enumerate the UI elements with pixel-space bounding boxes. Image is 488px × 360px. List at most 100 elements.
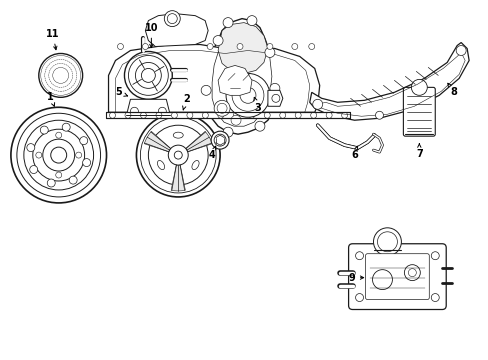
Polygon shape — [145, 14, 208, 46]
Circle shape — [372, 270, 392, 289]
FancyBboxPatch shape — [365, 254, 428, 300]
Polygon shape — [309, 42, 468, 120]
Circle shape — [341, 112, 347, 118]
Text: 5: 5 — [115, 87, 127, 97]
Polygon shape — [185, 131, 212, 152]
Circle shape — [213, 36, 223, 45]
Circle shape — [291, 44, 297, 50]
Text: 4: 4 — [208, 146, 216, 160]
Ellipse shape — [173, 132, 183, 138]
Circle shape — [264, 112, 270, 118]
Circle shape — [51, 147, 66, 163]
Circle shape — [232, 80, 264, 111]
Circle shape — [377, 232, 397, 252]
Text: 8: 8 — [447, 83, 457, 97]
Circle shape — [36, 152, 41, 158]
Circle shape — [269, 84, 279, 93]
Text: 6: 6 — [350, 146, 357, 160]
Circle shape — [128, 55, 168, 95]
Ellipse shape — [157, 161, 164, 170]
Text: 10: 10 — [144, 23, 158, 48]
Circle shape — [45, 59, 77, 91]
Circle shape — [214, 134, 225, 146]
Circle shape — [136, 113, 220, 197]
Text: 7: 7 — [415, 143, 422, 159]
Circle shape — [264, 48, 274, 58]
Circle shape — [373, 228, 401, 256]
Circle shape — [410, 80, 427, 95]
Circle shape — [47, 62, 75, 89]
Circle shape — [158, 107, 166, 115]
Circle shape — [109, 112, 115, 118]
Circle shape — [237, 44, 243, 50]
Circle shape — [271, 94, 279, 102]
Circle shape — [141, 68, 155, 82]
Circle shape — [135, 62, 161, 88]
Circle shape — [246, 15, 256, 26]
Circle shape — [124, 51, 172, 99]
Circle shape — [80, 137, 87, 145]
Circle shape — [279, 112, 285, 118]
Circle shape — [186, 112, 192, 118]
Circle shape — [125, 112, 131, 118]
Text: 2: 2 — [182, 94, 189, 110]
Circle shape — [49, 63, 73, 87]
Circle shape — [233, 112, 239, 118]
Circle shape — [53, 67, 68, 84]
Circle shape — [24, 120, 93, 190]
Circle shape — [355, 252, 363, 260]
Circle shape — [30, 166, 38, 174]
Polygon shape — [105, 112, 349, 118]
Polygon shape — [144, 131, 170, 152]
Circle shape — [11, 107, 106, 203]
Circle shape — [217, 103, 226, 113]
Polygon shape — [108, 45, 319, 112]
Polygon shape — [126, 99, 170, 115]
Circle shape — [148, 125, 208, 185]
Circle shape — [407, 269, 415, 276]
Circle shape — [171, 112, 177, 118]
Polygon shape — [218, 23, 267, 73]
Circle shape — [69, 176, 77, 184]
Circle shape — [42, 58, 79, 93]
Circle shape — [164, 11, 180, 27]
Text: 1: 1 — [47, 92, 55, 106]
Circle shape — [40, 126, 48, 134]
Circle shape — [211, 131, 228, 149]
FancyBboxPatch shape — [348, 244, 446, 310]
Circle shape — [140, 112, 146, 118]
Circle shape — [254, 121, 264, 131]
Circle shape — [55, 69, 66, 81]
FancyBboxPatch shape — [403, 87, 434, 136]
Circle shape — [248, 112, 254, 118]
Circle shape — [266, 44, 272, 50]
Text: 9: 9 — [347, 273, 363, 283]
Circle shape — [201, 85, 211, 95]
Circle shape — [310, 112, 316, 118]
Circle shape — [27, 144, 35, 152]
Circle shape — [140, 117, 216, 193]
Circle shape — [33, 129, 84, 181]
Text: 11: 11 — [46, 28, 60, 50]
Circle shape — [82, 159, 90, 167]
Polygon shape — [171, 165, 185, 191]
Polygon shape — [212, 24, 271, 126]
Circle shape — [295, 112, 301, 118]
Circle shape — [130, 107, 138, 115]
Circle shape — [225, 73, 269, 117]
Circle shape — [202, 112, 208, 118]
Circle shape — [312, 99, 322, 109]
Circle shape — [455, 45, 465, 55]
Circle shape — [142, 44, 148, 50]
Circle shape — [47, 179, 55, 187]
Circle shape — [214, 100, 229, 116]
Circle shape — [217, 112, 224, 118]
Circle shape — [404, 265, 420, 280]
Circle shape — [56, 172, 61, 178]
Circle shape — [41, 55, 81, 95]
Circle shape — [355, 293, 363, 302]
Ellipse shape — [191, 161, 199, 170]
Circle shape — [42, 139, 75, 171]
Circle shape — [51, 66, 71, 85]
Circle shape — [325, 112, 331, 118]
